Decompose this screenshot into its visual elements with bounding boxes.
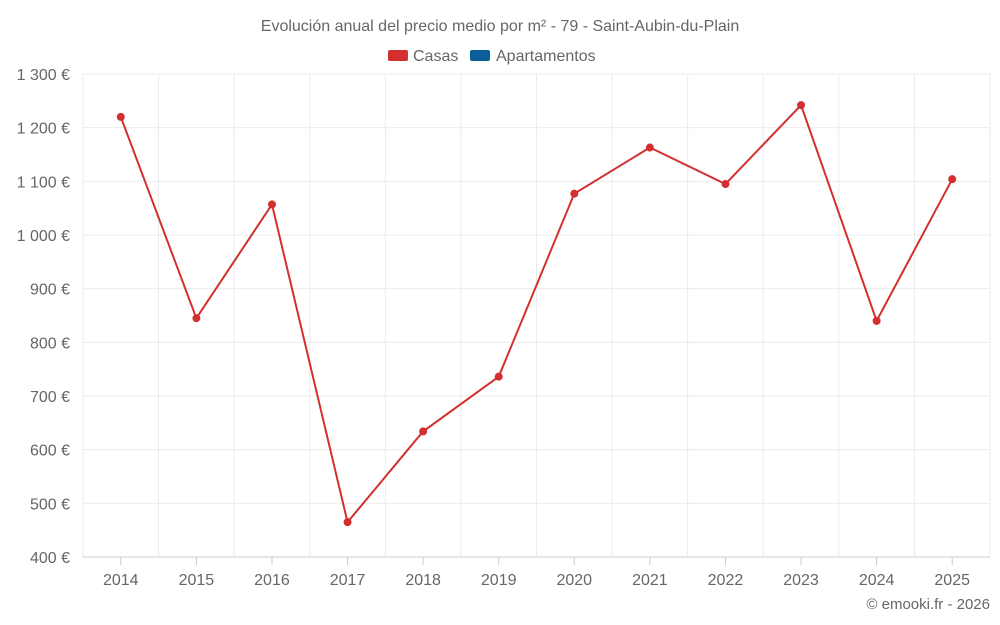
legend-item-casas[interactable]: Casas <box>388 48 458 65</box>
legend-label-apartamentos: Apartamentos <box>496 48 596 65</box>
legend-label-casas: Casas <box>413 48 458 65</box>
y-tick-label: 400 € <box>30 550 70 567</box>
legend-swatch-apartamentos <box>470 50 490 61</box>
data-point-casas-2022[interactable] <box>721 180 730 189</box>
grid <box>82 73 991 557</box>
legend-item-apartamentos[interactable]: Apartamentos <box>470 48 596 65</box>
data-point-casas-2014[interactable] <box>116 112 125 121</box>
data-point-casas-2017[interactable] <box>343 518 352 527</box>
x-tick-label-2019: 2019 <box>481 572 517 589</box>
x-tick-label-2015: 2015 <box>179 572 215 589</box>
y-tick-label: 600 € <box>30 443 70 460</box>
data-point-casas-2019[interactable] <box>494 372 503 381</box>
y-tick-label: 500 € <box>30 496 70 513</box>
y-tick-label: 1 300 € <box>17 67 70 84</box>
y-tick-label: 900 € <box>30 282 70 299</box>
y-tick-label: 1 100 € <box>17 174 70 191</box>
x-tick-label-2021: 2021 <box>632 572 668 589</box>
data-point-casas-2020[interactable] <box>570 189 579 198</box>
series-line-casas <box>119 103 954 525</box>
x-tick-label-2014: 2014 <box>103 572 139 589</box>
data-point-casas-2016[interactable] <box>267 200 276 209</box>
x-tick-label-2025: 2025 <box>934 572 970 589</box>
x-tick-label-2018: 2018 <box>405 572 441 589</box>
y-axis: 400 € 500 € 600 € 700 € 800 € 900 € 1 000 € 1 1… <box>17 67 70 567</box>
y-tick-label: 700 € <box>30 389 70 406</box>
x-tick-label-2017: 2017 <box>330 572 366 589</box>
chart-title: Evolución anual del precio medio por m² … <box>261 18 739 35</box>
legend-swatch-casas <box>388 50 408 61</box>
data-point-casas-2018[interactable] <box>419 427 428 436</box>
data-point-casas-2021[interactable] <box>645 143 654 152</box>
legend: Casas Apartamentos <box>388 48 596 65</box>
x-tick-label-2024: 2024 <box>859 572 895 589</box>
data-point-casas-2025[interactable] <box>948 175 957 184</box>
y-tick-label: 800 € <box>30 335 70 352</box>
series <box>116 101 957 527</box>
x-tick-label-2016: 2016 <box>254 572 290 589</box>
y-tick-label: 1 000 € <box>17 228 70 245</box>
y-tick-label: 1 200 € <box>17 121 70 138</box>
data-point-casas-2024[interactable] <box>872 316 881 325</box>
x-axis: 2014 2015 2016 2017 2018 2019 2020 2021 2022 2023… <box>83 556 990 589</box>
data-point-casas-2015[interactable] <box>192 314 201 323</box>
data-point-casas-2023[interactable] <box>797 101 806 110</box>
x-tick-label-2020: 2020 <box>556 572 592 589</box>
x-tick-label-2023: 2023 <box>783 572 819 589</box>
credit-text: © emooki.fr - 2026 <box>866 596 990 613</box>
x-tick-label-2022: 2022 <box>708 572 744 589</box>
